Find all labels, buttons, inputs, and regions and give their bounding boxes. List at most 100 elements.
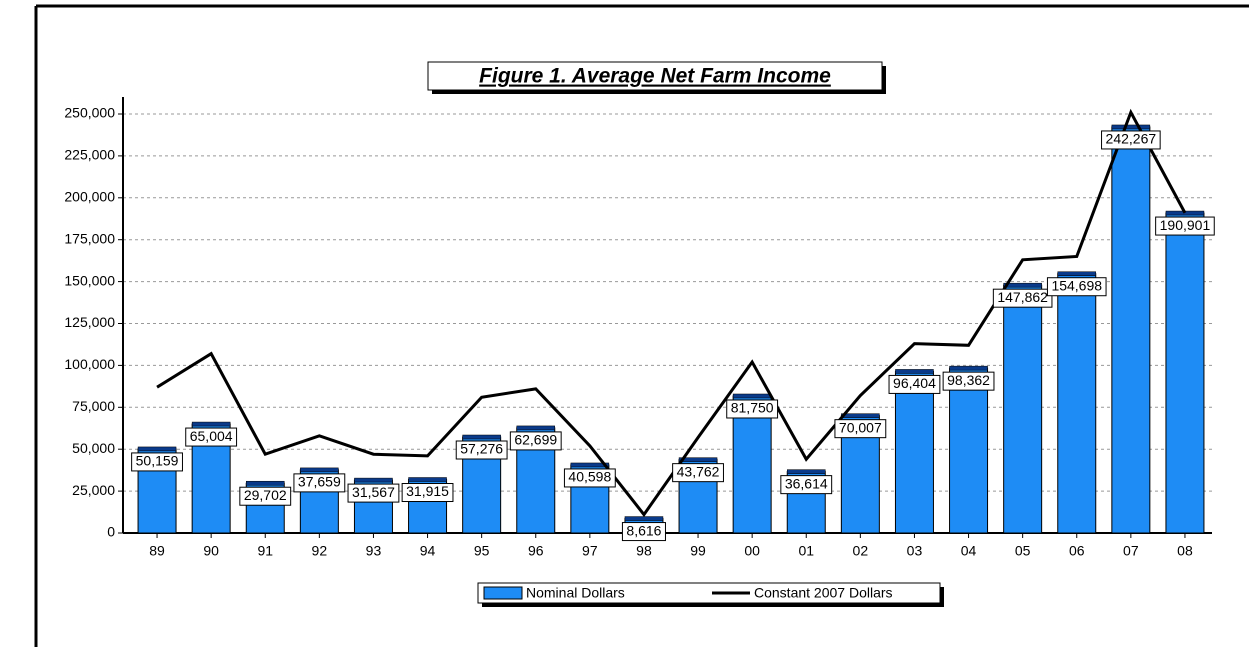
bar-cap bbox=[137, 446, 177, 452]
y-tick-label: 100,000 bbox=[64, 356, 115, 372]
bar-cap bbox=[462, 434, 501, 440]
bar-cap bbox=[516, 425, 555, 431]
bar-cap bbox=[246, 480, 285, 486]
data-label-box bbox=[455, 440, 508, 460]
chart-title: Figure 1. Average Net Farm Income bbox=[479, 65, 831, 88]
legend-label: Constant 2007 Dollars bbox=[754, 585, 893, 601]
bar-cap bbox=[354, 477, 393, 483]
x-tick-label: 95 bbox=[474, 543, 490, 559]
x-tick-label: 04 bbox=[961, 543, 977, 559]
x-tick-label: 01 bbox=[798, 543, 814, 559]
y-tick-label: 150,000 bbox=[64, 272, 115, 288]
data-label: 242,267 bbox=[1106, 131, 1157, 147]
bar-cap bbox=[949, 365, 988, 371]
x-tick-label: 08 bbox=[1177, 543, 1193, 559]
x-tick-label: 99 bbox=[690, 543, 706, 559]
data-label: 40,598 bbox=[568, 469, 611, 485]
data-label: 154,698 bbox=[1051, 277, 1102, 293]
x-tick-label: 03 bbox=[907, 543, 923, 559]
bar-cap bbox=[732, 393, 772, 399]
legend-label: Nominal Dollars bbox=[526, 585, 625, 601]
y-tick-label: 75,000 bbox=[72, 398, 115, 414]
data-label-box bbox=[131, 452, 183, 472]
x-tick-label: 07 bbox=[1123, 543, 1139, 559]
data-label-box bbox=[942, 371, 995, 391]
bar-cap bbox=[895, 369, 934, 374]
bar-cap bbox=[678, 457, 718, 462]
data-label-box bbox=[672, 463, 724, 483]
bar bbox=[1111, 126, 1151, 534]
data-label: 36,614 bbox=[785, 475, 828, 491]
data-label-box bbox=[888, 374, 941, 394]
data-label: 70,007 bbox=[839, 419, 882, 435]
data-label: 190,901 bbox=[1160, 217, 1211, 233]
data-label: 31,567 bbox=[352, 484, 395, 500]
data-label: 81,750 bbox=[731, 400, 774, 416]
y-tick-label: 50,000 bbox=[72, 440, 115, 456]
data-label-box bbox=[293, 473, 346, 493]
x-tick-label: 93 bbox=[366, 543, 382, 559]
x-tick-label: 02 bbox=[853, 543, 869, 559]
bar bbox=[732, 395, 772, 534]
bar-cap bbox=[787, 469, 826, 474]
data-label: 50,159 bbox=[136, 453, 179, 469]
bar-cap bbox=[624, 516, 664, 521]
y-tick-label: 0 bbox=[107, 524, 115, 540]
y-tick-label: 25,000 bbox=[72, 482, 115, 498]
data-label: 147,862 bbox=[997, 289, 1048, 305]
bar-cap bbox=[1057, 271, 1096, 276]
data-label: 8,616 bbox=[626, 522, 661, 538]
title-box bbox=[427, 61, 883, 91]
line bbox=[156, 108, 1187, 518]
bar bbox=[894, 370, 934, 534]
data-label-box bbox=[1101, 130, 1161, 150]
data-label: 43,762 bbox=[677, 463, 720, 479]
x-tick-label: 06 bbox=[1069, 543, 1085, 559]
data-label: 57,276 bbox=[460, 441, 503, 457]
data-label-box bbox=[621, 522, 666, 542]
y-tick-label: 225,000 bbox=[64, 147, 115, 163]
y-tick-label: 250,000 bbox=[64, 105, 115, 121]
x-tick-label: 98 bbox=[636, 543, 652, 559]
data-label: 96,404 bbox=[893, 375, 936, 391]
y-tick-label: 200,000 bbox=[64, 189, 115, 205]
x-tick-label: 00 bbox=[744, 543, 760, 559]
bar-cap bbox=[570, 462, 610, 468]
y-tick-label: 125,000 bbox=[64, 314, 115, 330]
x-tick-label: 92 bbox=[312, 543, 328, 559]
bar bbox=[1165, 212, 1205, 534]
data-label: 31,915 bbox=[406, 483, 449, 499]
data-label-box bbox=[347, 483, 400, 503]
bar-cap bbox=[191, 421, 231, 427]
data-label: 98,362 bbox=[947, 372, 990, 388]
bar bbox=[949, 367, 989, 534]
data-label-box bbox=[401, 483, 454, 503]
bar-cap bbox=[1111, 124, 1151, 130]
x-tick-label: 05 bbox=[1015, 543, 1031, 559]
data-label-box bbox=[563, 468, 616, 488]
x-tick-label: 96 bbox=[528, 543, 544, 559]
x-tick-label: 89 bbox=[149, 543, 165, 559]
data-label: 29,702 bbox=[244, 487, 287, 503]
bar-cap bbox=[408, 477, 447, 482]
bar-cap bbox=[300, 467, 339, 473]
data-label-box bbox=[185, 427, 238, 447]
data-label: 37,659 bbox=[298, 474, 341, 490]
bar-cap bbox=[1003, 282, 1042, 288]
legend-swatch bbox=[483, 586, 523, 600]
data-label-box bbox=[780, 475, 833, 495]
bar bbox=[1057, 273, 1097, 534]
x-tick-label: 90 bbox=[203, 543, 219, 559]
data-label-box bbox=[509, 431, 562, 451]
legend bbox=[477, 582, 941, 604]
x-tick-label: 97 bbox=[582, 543, 598, 559]
bar-cap bbox=[841, 413, 880, 418]
data-label-box bbox=[1046, 277, 1107, 297]
x-tick-label: 94 bbox=[420, 543, 436, 559]
data-label-box bbox=[1155, 216, 1215, 236]
data-label-box bbox=[726, 399, 779, 419]
y-tick-label: 175,000 bbox=[64, 230, 115, 246]
bar bbox=[1003, 284, 1043, 534]
data-label: 65,004 bbox=[190, 428, 233, 444]
